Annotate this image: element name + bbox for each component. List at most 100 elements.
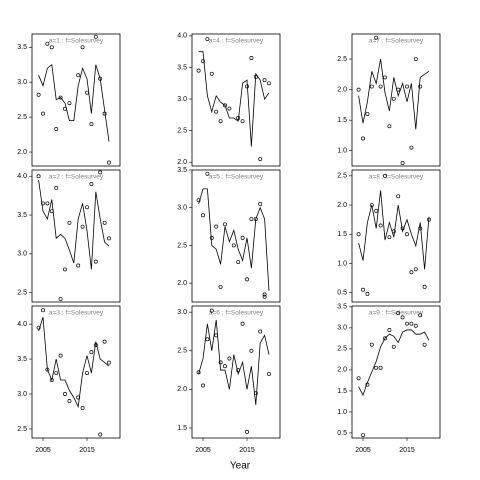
data-point (76, 73, 81, 78)
y-tick-label: 3.0 (17, 391, 27, 398)
data-point (400, 315, 405, 320)
y-tick-label: 2.0 (17, 149, 27, 156)
y-tick-label: 2.0 (337, 367, 347, 374)
data-point (413, 57, 418, 62)
data-point (218, 360, 223, 365)
data-point (85, 205, 89, 210)
data-point (267, 371, 271, 376)
y-tick-label: 3.0 (337, 325, 347, 332)
data-point (98, 170, 103, 175)
data-point (405, 232, 409, 237)
x-tick-label: 2005 (195, 447, 211, 454)
y-tick-label: 2.0 (177, 280, 187, 287)
data-point (89, 350, 94, 355)
data-point (249, 348, 254, 353)
data-point (209, 308, 214, 313)
data-point (391, 344, 396, 349)
data-point (218, 119, 223, 124)
panel (351, 33, 441, 167)
data-point (89, 182, 94, 186)
data-point (240, 119, 245, 124)
data-point (49, 45, 54, 50)
data-point (58, 296, 63, 301)
strip-label: a=4 : f=Solesurvey (209, 38, 264, 45)
panel (191, 33, 281, 167)
data-point (36, 174, 41, 179)
data-point (396, 311, 401, 316)
x-axis-label: Year (230, 461, 251, 472)
data-point (85, 371, 89, 375)
data-point (258, 157, 263, 162)
y-tick-label: 3.0 (177, 96, 187, 103)
fit-line (358, 58, 430, 130)
y-tick-label: 1.5 (337, 388, 347, 395)
fit-line (38, 180, 110, 270)
data-point (41, 308, 45, 313)
data-point (227, 356, 232, 361)
y-tick-label: 2.5 (17, 426, 27, 433)
data-point (205, 37, 210, 42)
data-point (76, 263, 81, 268)
data-point (98, 432, 103, 437)
data-point (387, 124, 392, 129)
y-tick-label: 3.5 (177, 167, 187, 174)
data-point (356, 376, 361, 381)
data-point (262, 78, 267, 83)
data-point (41, 111, 45, 116)
y-tick-label: 3.0 (177, 309, 187, 316)
panel (31, 305, 121, 439)
data-point (245, 429, 249, 434)
y-tick-label: 2.0 (177, 386, 187, 393)
data-point (378, 365, 383, 370)
strip-label: a=3 : f=Solesurvey (49, 310, 104, 317)
y-tick-label: 2.0 (337, 86, 347, 93)
data-point (58, 95, 63, 100)
data-point (240, 235, 245, 240)
data-point (422, 342, 427, 347)
data-point (413, 323, 418, 328)
data-point (218, 284, 223, 289)
data-point (409, 270, 414, 275)
data-point (93, 34, 98, 39)
panel (31, 33, 121, 167)
data-point (223, 364, 227, 369)
data-point (369, 342, 374, 347)
data-point (67, 220, 72, 225)
data-point (209, 71, 214, 76)
fit-line (38, 317, 110, 408)
data-point (365, 112, 370, 117)
data-point (201, 213, 205, 218)
data-point (201, 59, 205, 64)
data-point (205, 171, 210, 176)
y-tick-label: 3.0 (17, 79, 27, 86)
data-point (102, 339, 107, 344)
data-point (409, 145, 414, 150)
y-tick-label: 3.5 (337, 304, 347, 311)
data-point (405, 84, 409, 89)
data-point (262, 292, 267, 297)
data-point (36, 92, 41, 97)
panel (351, 305, 441, 439)
y-tick-label: 2.5 (17, 290, 27, 297)
y-tick-label: 3.5 (17, 44, 27, 51)
data-point (231, 243, 236, 248)
y-tick-label: 2.5 (337, 173, 347, 180)
data-point (369, 84, 374, 89)
data-point (67, 399, 72, 403)
data-point (383, 75, 387, 80)
panel (191, 305, 281, 439)
y-tick-label: 2.5 (337, 346, 347, 353)
data-point (63, 267, 67, 272)
x-tick-label: 2015 (79, 447, 95, 454)
strip-label: a=5 : f=Solesurvey (209, 174, 264, 181)
data-point (89, 122, 94, 127)
data-point (422, 284, 427, 289)
y-tick-label: 1.0 (337, 260, 347, 267)
data-point (378, 84, 383, 89)
data-point (356, 232, 361, 237)
y-tick-label: 4.0 (177, 33, 187, 40)
data-point (240, 321, 245, 326)
strip-label: a=7 : f=Solesurvey (369, 38, 424, 45)
strip-label: a=2 : f=Solesurvey (49, 174, 104, 181)
